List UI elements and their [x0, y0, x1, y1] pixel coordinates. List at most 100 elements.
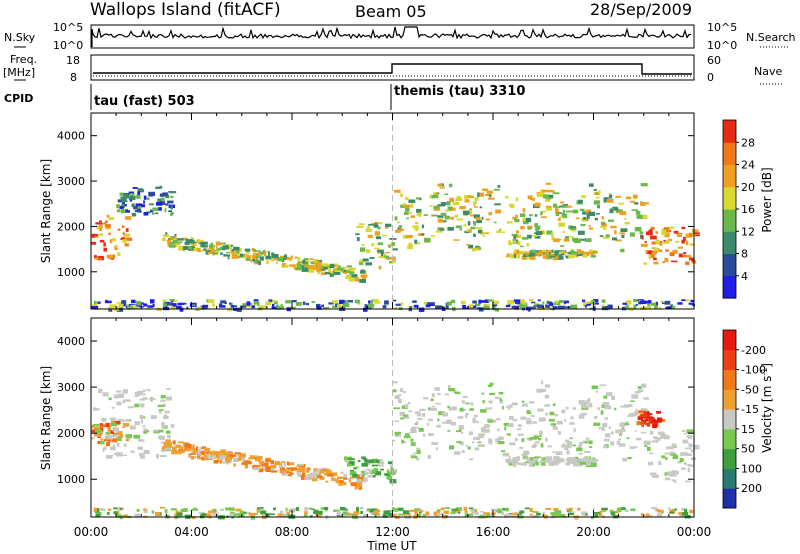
cpid-label: CPID [4, 92, 33, 105]
echo-cell-4 [434, 387, 440, 391]
echo-cell-4 [489, 194, 492, 198]
echo-cell-2 [297, 261, 301, 264]
echo-cell-2 [229, 455, 234, 459]
echo-cell-2 [210, 247, 215, 252]
echo-cell-4 [538, 438, 542, 441]
echo-cell-2 [338, 482, 343, 486]
echo-cell-4 [522, 217, 528, 222]
echo-cell-7 [249, 302, 253, 305]
colorbar-segment [723, 448, 736, 469]
colorbar-tick-label: 12 [741, 225, 755, 238]
echo-cell-4 [410, 442, 416, 446]
echo-cell-1 [116, 209, 121, 213]
echo-cell-8 [689, 509, 694, 514]
echo-cell-8 [374, 513, 377, 518]
echo-cell-7 [343, 300, 349, 304]
echo-cell-7 [669, 446, 675, 450]
echo-cell-5 [579, 458, 582, 462]
echo-cell-7 [409, 306, 412, 309]
echo-cell-0 [104, 438, 110, 442]
echo-cell-5 [566, 458, 569, 462]
echo-cell-2 [251, 255, 258, 260]
echo-cell-2 [239, 453, 246, 458]
echo-cell-4 [594, 218, 598, 221]
echo-cell-4 [477, 441, 482, 444]
nsearch-tick-top: 10^5 [707, 21, 737, 34]
echo-cell-4 [634, 430, 637, 432]
echo-cell-4 [416, 212, 422, 216]
echo-cell-4 [405, 212, 412, 214]
echo-cell-2 [256, 255, 259, 258]
echo-cell-7 [511, 305, 517, 309]
echo-cell-0 [121, 426, 126, 428]
echo-cell-7 [232, 305, 238, 308]
echo-cell-8 [373, 511, 379, 515]
echo-cell-4 [459, 228, 463, 231]
echo-cell-2 [268, 468, 275, 471]
echo-cell-4 [512, 240, 517, 243]
echo-cell-2 [303, 259, 310, 264]
echo-cell-1 [162, 403, 166, 407]
echo-cell-8 [291, 510, 295, 513]
echo-cell-4 [612, 206, 615, 210]
echo-cell-6 [659, 242, 663, 246]
echo-cell-7 [661, 302, 666, 304]
echo-cell-7 [584, 305, 587, 308]
echo-cell-8 [336, 514, 342, 517]
echo-cell-2 [258, 464, 265, 467]
echo-cell-1 [125, 436, 131, 440]
echo-cell-7 [280, 304, 283, 307]
echo-cell-7 [412, 300, 417, 303]
echo-cell-5 [528, 457, 532, 462]
y-tick-label: 3000 [57, 381, 85, 394]
echo-cell-2 [282, 262, 287, 267]
echo-cell-6 [678, 253, 683, 258]
echo-cell-2 [259, 256, 264, 261]
echo-cell-4 [395, 435, 399, 437]
echo-cell-7 [650, 432, 654, 434]
echo-cell-1 [137, 446, 143, 450]
echo-cell-1 [120, 196, 127, 201]
echo-cell-4 [416, 421, 419, 424]
echo-cell-7 [290, 306, 296, 309]
echo-cell-0 [104, 224, 111, 228]
echo-cell-8 [229, 507, 235, 511]
echo-cell-1 [162, 192, 168, 196]
echo-cell-4 [630, 400, 635, 402]
echo-cell-0 [91, 424, 96, 429]
echo-cell-8 [235, 508, 242, 512]
echo-cell-2 [196, 446, 199, 451]
echo-cell-8 [502, 508, 506, 511]
echo-cell-8 [640, 513, 644, 516]
colorbar-tick-label: 100 [741, 462, 762, 475]
echo-cell-7 [179, 307, 184, 312]
echo-cell-4 [566, 441, 572, 446]
echo-cell-3 [356, 237, 360, 242]
echo-cell-4 [540, 443, 544, 448]
echo-cell-6 [691, 229, 699, 233]
echo-cell-3 [364, 459, 368, 463]
echo-cell-7 [651, 440, 656, 443]
echo-cell-6 [683, 236, 686, 242]
echo-cell-4 [580, 413, 587, 416]
echo-cell-1 [121, 200, 128, 203]
echo-cell-7 [664, 300, 671, 305]
echo-cell-4 [469, 431, 473, 436]
echo-cell-4 [593, 189, 597, 191]
echo-cell-7 [671, 474, 678, 477]
echo-cell-4 [587, 398, 591, 403]
echo-cell-2 [334, 265, 337, 267]
echo-cell-1 [123, 454, 127, 456]
echo-cell-6 [683, 252, 687, 255]
echo-cell-4 [415, 458, 420, 461]
echo-cell-8 [678, 512, 685, 515]
echo-cell-3 [347, 462, 350, 467]
echo-cell-5 [532, 253, 535, 257]
echo-cell-4 [519, 245, 524, 248]
echo-cell-7 [685, 480, 691, 483]
echo-cell-7 [688, 434, 692, 439]
echo-cell-1 [91, 437, 95, 440]
echo-cell-4 [520, 416, 527, 420]
echo-cell-8 [436, 509, 441, 513]
echo-cell-6 [666, 229, 672, 233]
